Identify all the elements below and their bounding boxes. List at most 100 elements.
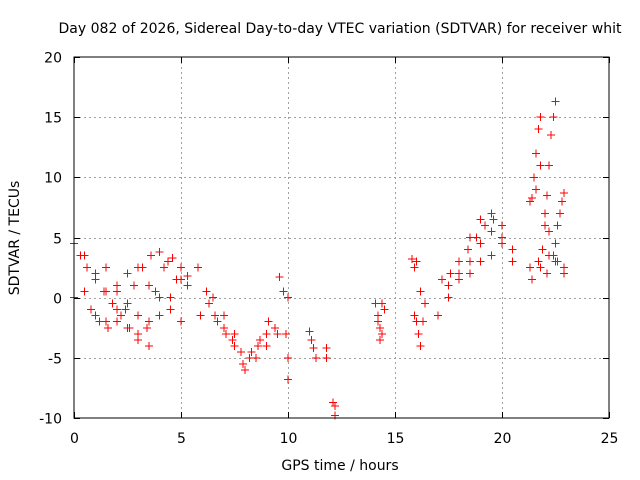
data-point [241,365,250,374]
data-point [525,197,534,206]
data-point [527,193,536,202]
data-point [134,335,143,344]
data-point [284,353,292,362]
data-point [102,263,111,272]
data-point [256,335,265,344]
data-point [376,323,385,332]
data-point [438,275,447,284]
data-point [455,269,464,278]
data-point [284,293,292,302]
data-point [264,317,273,326]
data-point [331,401,340,410]
data-point [508,245,517,254]
data-point [540,221,549,230]
x-tick-label: 25 [601,431,619,447]
data-point [536,161,545,170]
data-point [284,375,292,384]
data-point [545,161,554,170]
x-tick-label: 20 [494,431,512,447]
data-point [498,221,506,230]
data-points [70,97,569,420]
chart-title: Day 082 of 2026, Sidereal Day-to-day VTE… [59,21,622,37]
data-point [112,281,121,290]
data-point [147,251,156,260]
y-tick-label: -5 [48,352,62,368]
data-point [95,317,104,326]
data-point [498,239,506,248]
data-point [196,311,205,320]
data-point [536,113,545,122]
data-point [416,341,425,350]
data-point [476,257,485,266]
x-tick-label: 10 [280,431,298,447]
data-point [134,311,143,320]
data-point [239,359,248,368]
data-point [273,329,282,338]
data-point [309,344,318,353]
data-point [144,317,153,326]
data-point [230,329,239,338]
data-point [307,335,316,344]
data-point [251,353,260,362]
data-point [328,398,337,407]
data-point [271,323,280,332]
y-tick-label: 10 [44,171,62,187]
data-point [408,255,417,264]
data-point [378,299,387,308]
data-point [444,293,453,302]
data-point [525,263,534,272]
data-point [416,287,425,296]
data-point [91,275,100,284]
data-point [144,341,153,350]
data-point [230,341,239,350]
data-point [560,269,569,278]
data-point [183,281,192,290]
data-point [123,299,132,308]
data-point [380,305,389,314]
y-axis-label: SDTVAR / TECUs [7,181,23,296]
data-point [129,281,138,290]
x-axis-label: GPS time / hours [281,458,398,474]
data-point [112,305,121,314]
data-point [414,329,423,338]
data-point [532,149,541,158]
data-point [183,272,192,281]
data-point [102,287,111,296]
data-point [433,311,442,320]
data-point [455,257,464,266]
data-point [151,287,160,296]
data-point [168,253,177,262]
data-point [508,257,517,266]
data-point [530,173,539,182]
data-point [311,353,320,362]
plot-frame [73,56,610,419]
data-point [487,209,496,218]
x-tick-labels: 0 5 10 15 20 25 [70,431,618,447]
data-point [104,323,113,332]
data-point [202,287,211,296]
data-point [532,185,541,194]
data-point [560,188,569,197]
data-point [480,221,489,230]
data-point [194,263,203,272]
data-point [418,317,427,326]
data-point [213,317,222,326]
data-point [322,353,331,362]
data-point [542,191,551,200]
data-point [281,329,290,338]
data-point [80,251,89,260]
data-point [254,341,263,350]
axis-ticks [74,57,610,419]
data-point [534,257,543,266]
data-point [117,311,126,320]
data-point [542,269,551,278]
data-point [465,269,474,278]
data-point [540,209,549,218]
data-point [275,273,284,282]
data-point [247,347,256,356]
data-point [142,323,151,332]
data-point [376,335,385,344]
data-point [236,347,245,356]
